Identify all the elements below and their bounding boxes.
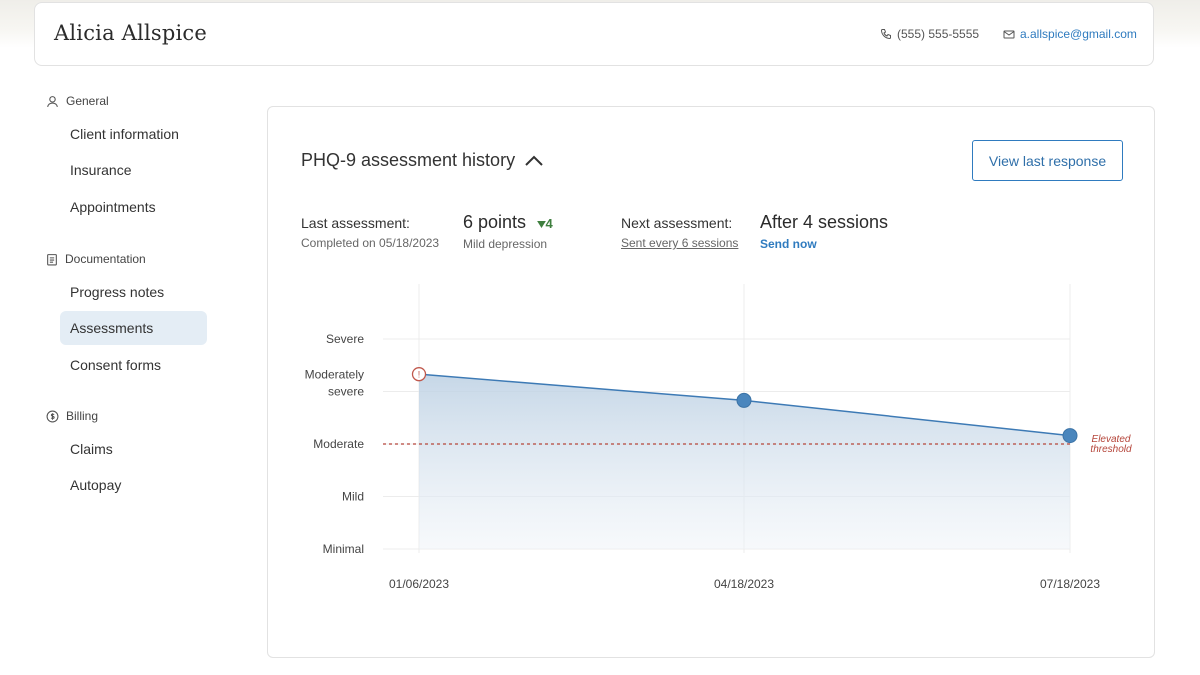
section-general-title: General [66,94,109,108]
frequency-link[interactable]: Sent every 6 sessions [621,236,739,250]
alert-icon: ! [418,370,421,380]
section-general: General [46,92,109,110]
area-fill [419,374,1070,549]
email-address: a.allspice@gmail.com [1020,27,1137,41]
phone-icon [880,29,891,40]
section-billing-title: Billing [66,409,99,423]
sidebar-item-progress-notes[interactable]: Progress notes [70,283,165,300]
phone-number: (555) 555-5555 [897,27,980,41]
y-tick-label-3-0: Moderately [305,368,364,382]
sidebar-item-consent-forms[interactable]: Consent forms [70,357,162,374]
client-header: Alicia Allspice (555) 555-5555 a.allspic… [34,2,1154,66]
email-contact[interactable]: a.allspice@gmail.com [1003,27,1137,41]
score-value: 6 points [463,212,527,232]
y-tick-label-4: Severe [326,332,364,346]
threshold-label-0: Elevated [1092,434,1131,445]
last-assessment: Last assessment: Completed on 05/18/2023 [301,215,439,250]
sidebar-item-assessments[interactable]: Assessments [60,311,207,346]
y-tick-label-2: Moderate [313,437,364,451]
send-now-link[interactable]: Send now [760,237,817,251]
y-tick-label-0: Minimal [323,542,364,556]
sidebar-item-insurance[interactable]: Insurance [70,162,132,179]
data-point-1 [736,392,752,408]
section-documentation: Documentation [46,250,146,268]
person-icon [47,95,58,107]
data-point-0 [411,367,427,382]
y-tick-label-3-1: severe [328,385,364,399]
sidebar-item-appointments[interactable]: Appointments [70,199,156,216]
score-change: 4 [536,216,553,231]
dollar-icon [46,410,59,422]
section-documentation-title: Documentation [65,252,146,266]
assessment-history-toggle[interactable]: PHQ-9 assessment history [301,150,543,171]
score-summary: 6 points 4 Mild depression [463,212,553,251]
data-point-2 [1062,428,1078,444]
sidebar-item-client-information[interactable]: Client information [70,125,179,142]
card-title: PHQ-9 assessment history [301,150,516,170]
next-assessment: Next assessment: Sent every 6 sessions [621,215,738,250]
mail-icon [1003,30,1015,38]
x-tick-label-1: 04/18/2023 [714,577,774,591]
chevron-up-icon [525,155,543,166]
y-tick-label-1: Mild [342,490,364,504]
phone-contact[interactable]: (555) 555-5555 [880,27,979,41]
score-change-value: 4 [545,216,553,231]
x-tick-label-0: 01/06/2023 [389,577,449,591]
last-assessment-date: Completed on 05/18/2023 [301,236,440,250]
triangle-down-icon [536,221,546,228]
last-assessment-label: Last assessment: [301,215,410,231]
next-assessment-label: Next assessment: [621,215,733,231]
x-tick-label-2: 07/18/2023 [1040,577,1100,591]
clipboard-icon [47,253,57,265]
next-assessment-timing: After 4 sessions [760,212,889,232]
sidebar-item-claims[interactable]: Claims [70,440,113,457]
sidebar-item-autopay[interactable]: Autopay [70,477,122,494]
section-billing: Billing [46,407,98,425]
view-last-response-button[interactable]: View last response [972,140,1123,181]
score-severity: Mild depression [463,237,548,251]
client-name: Alicia Allspice [54,21,207,45]
assessment-card: PHQ-9 assessment history View last respo… [267,106,1155,658]
next-assessment-value: After 4 sessions Send now [760,212,888,251]
threshold-label-1: threshold [1090,444,1132,455]
